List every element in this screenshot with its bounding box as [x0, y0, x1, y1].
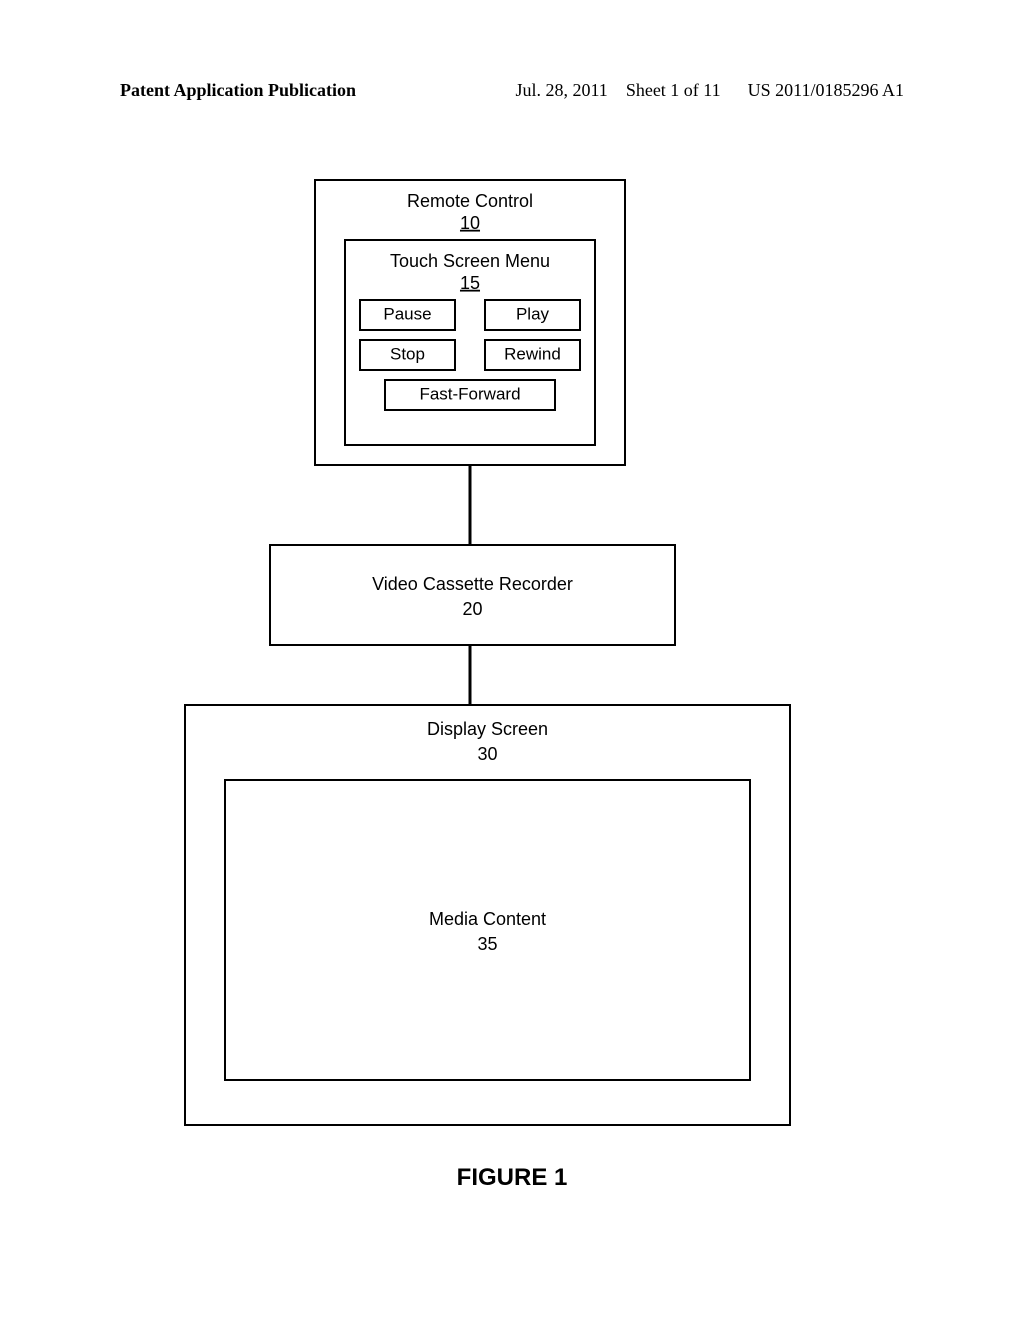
vcr-box — [270, 545, 675, 645]
header-right: Jul. 28, 2011 Sheet 1 of 11 US 2011/0185… — [515, 80, 904, 101]
media-label: Media Content — [429, 909, 546, 929]
rewind-button-label: Rewind — [504, 344, 561, 363]
touch-menu-label: Touch Screen Menu — [390, 251, 550, 271]
diagram: Remote Control10 Touch Screen Menu15 Pause… — [0, 170, 1024, 1230]
play-button-label: Play — [516, 304, 550, 323]
header-sheet: Sheet 1 of 11 — [626, 80, 721, 100]
vcr-label: Video Cassette Recorder — [372, 574, 573, 594]
page: Patent Application Publication Jul. 28, … — [0, 0, 1024, 1320]
display-label: Display Screen — [427, 719, 548, 739]
figure-title: FIGURE 1 — [457, 1164, 568, 1191]
vcr-ref: 20 — [462, 599, 482, 619]
ff-button-label: Fast-Forward — [419, 384, 520, 403]
display-ref: 30 — [477, 744, 497, 764]
diagram-svg: Remote Control10 Touch Screen Menu15 Pause… — [0, 170, 1024, 1230]
header-pubnum: US 2011/0185296 A1 — [748, 80, 904, 100]
touch-menu-ref: 15 — [460, 273, 480, 293]
pause-button-label: Pause — [383, 304, 431, 323]
page-header: Patent Application Publication Jul. 28, … — [120, 80, 904, 101]
header-left: Patent Application Publication — [120, 80, 356, 101]
media-box — [225, 780, 750, 1080]
remote-control-ref: 10 — [460, 213, 480, 233]
media-ref: 35 — [477, 934, 497, 954]
remote-control-label: Remote Control — [407, 191, 533, 211]
header-date: Jul. 28, 2011 — [515, 80, 607, 100]
stop-button-label: Stop — [390, 344, 425, 363]
